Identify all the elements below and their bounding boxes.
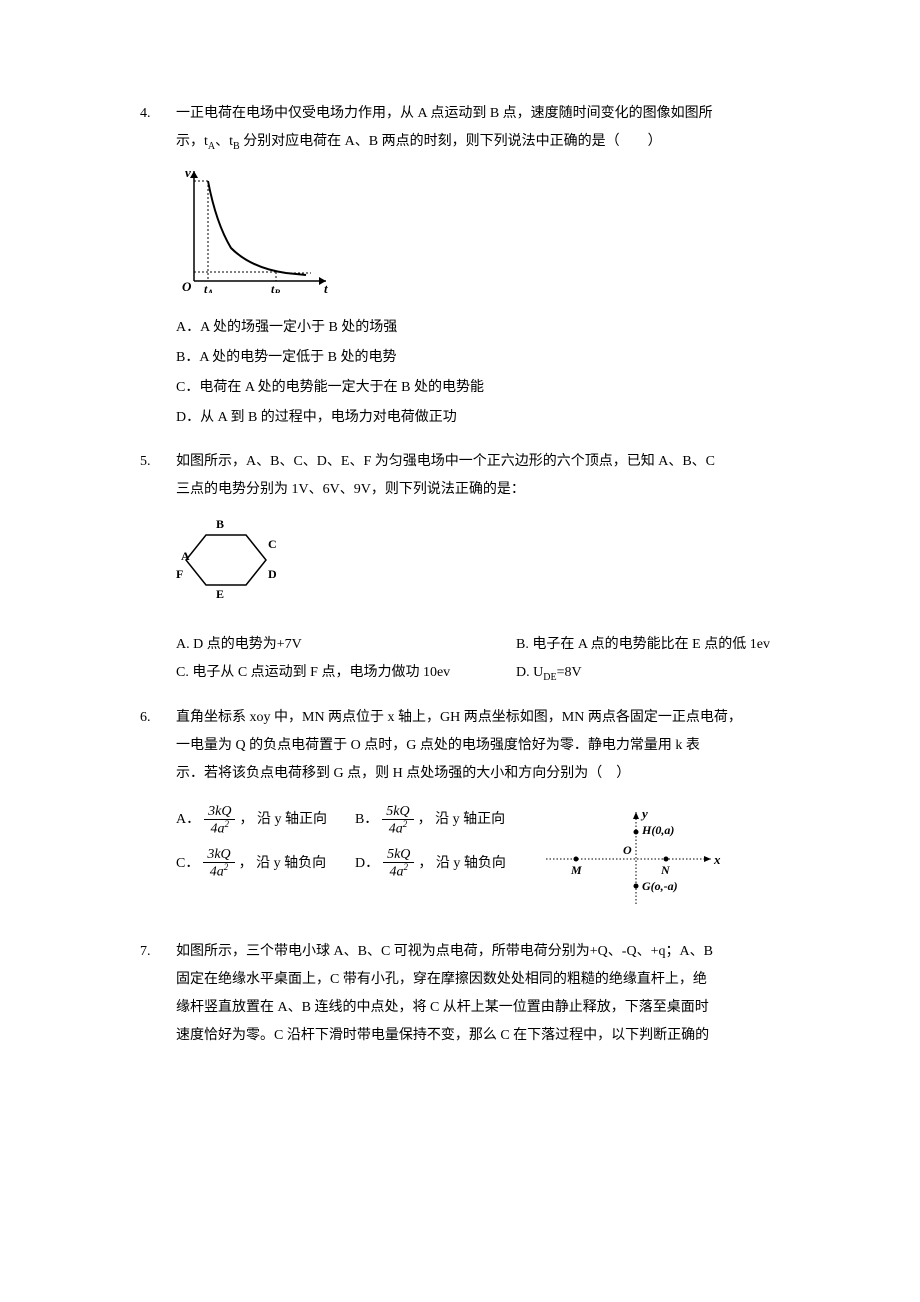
- q6-M: M: [570, 863, 582, 877]
- q5-option-a: A. D 点的电势为+7V: [176, 631, 476, 659]
- q4-y-axis: v: [185, 165, 191, 180]
- q5-option-b: B. 电子在 A 点的电势能比在 E 点的低 1ev: [516, 631, 770, 659]
- q4-option-a: A．A 处的场强一定小于 B 处的场强: [176, 314, 830, 342]
- q4-xBs: B: [273, 288, 280, 293]
- q7-text-1: 如图所示，三个带电小球 A、B、C 可视为点电荷，所带电荷分别为+Q、-Q、+q…: [176, 938, 830, 966]
- svg-text:tA: tA: [204, 282, 213, 293]
- hex-D: D: [268, 567, 277, 581]
- hex-A: A: [181, 549, 190, 563]
- q6-text-1: 直角坐标系 xoy 中，MN 两点位于 x 轴上，GH 两点坐标如图，MN 两点…: [176, 704, 830, 732]
- q4-option-d: D．从 A 到 B 的过程中，电场力对电荷做正功: [176, 404, 830, 432]
- q4-text-1: 一正电荷在电场中仅受电场力作用，从 A 点运动到 B 点，速度随时间变化的图像如…: [176, 100, 830, 128]
- q4-x-axis: t: [324, 281, 328, 293]
- q4-origin: O: [182, 279, 192, 293]
- q7-text-4: 速度恰好为零。C 沿杆下滑时带电量保持不变，那么 C 在下落过程中，以下判断正确…: [140, 1022, 830, 1050]
- q4-text-2b: 、t: [215, 134, 233, 149]
- q7-text-3: 缘杆竖直放置在 A、B 连线的中点处，将 C 从杆上某一位置由静止释放，下落至桌…: [140, 994, 830, 1022]
- q4-xAs: A: [206, 288, 213, 293]
- q5-number: 5.: [140, 448, 176, 476]
- q4-text-2c: 分别对应电荷在 A、B 两点的时刻，则下列说法中正确的是（ ）: [240, 134, 662, 149]
- q5-text-1: 如图所示，A、B、C、D、E、F 为匀强电场中一个正六边形的六个顶点，已知 A、…: [176, 448, 830, 476]
- q6-option-b: B． 5kQ4a2 ， 沿 y 轴正向: [355, 804, 506, 837]
- question-4: 4. 一正电荷在电场中仅受电场力作用，从 A 点运动到 B 点，速度随时间变化的…: [140, 100, 830, 432]
- svg-text:tB: tB: [271, 282, 280, 293]
- q5-option-d: D. UDE=8V: [516, 659, 582, 688]
- hex-C: C: [268, 537, 277, 551]
- q5-text-2: 三点的电势分别为 1V、6V、9V，则下列说法正确的是：: [140, 476, 830, 504]
- q6-option-a: A． 3kQ4a2 ， 沿 y 轴正向: [176, 804, 327, 837]
- q6-coord-diagram: x y M O N H(0,a) G(o,-a): [536, 804, 726, 914]
- question-7: 7. 如图所示，三个带电小球 A、B、C 可视为点电荷，所带电荷分别为+Q、-Q…: [140, 938, 830, 1050]
- q4-sub-b: B: [233, 141, 240, 152]
- q4-text-2a: 示，t: [176, 134, 208, 149]
- question-5: 5. 如图所示，A、B、C、D、E、F 为匀强电场中一个正六边形的六个顶点，已知…: [140, 448, 830, 688]
- q6-H: H(0,a): [641, 823, 674, 837]
- q6-option-d: D． 5kQ4a2 ， 沿 y 轴负向: [355, 847, 506, 880]
- q7-number: 7.: [140, 938, 176, 966]
- q6-text-3: 示．若将该负点电荷移到 G 点，则 H 点处场强的大小和方向分别为（ ）: [140, 760, 830, 788]
- q4-option-b: B．A 处的电势一定低于 B 处的电势: [176, 344, 830, 372]
- q6-O: O: [623, 843, 632, 857]
- q6-option-c: C． 3kQ4a2 ， 沿 y 轴负向: [176, 847, 327, 880]
- q4-vt-graph: O v t tA tB: [176, 163, 336, 293]
- q6-x: x: [713, 852, 721, 867]
- q4-number: 4.: [140, 100, 176, 128]
- q7-text-2: 固定在绝缘水平桌面上，C 带有小孔，穿在摩擦因数处处相同的粗糙的绝缘直杆上，绝: [140, 966, 830, 994]
- q6-G: G(o,-a): [642, 879, 678, 893]
- q5-hexagon-diagram: A B C D E F: [176, 510, 286, 610]
- q6-number: 6.: [140, 704, 176, 732]
- q5-option-c: C. 电子从 C 点运动到 F 点，电场力做功 10ev: [176, 659, 476, 688]
- q6-N: N: [660, 863, 671, 877]
- question-6: 6. 直角坐标系 xoy 中，MN 两点位于 x 轴上，GH 两点坐标如图，MN…: [140, 704, 830, 914]
- q6-text-2: 一电量为 Q 的负点电荷置于 O 点时，G 点处的电场强度恰好为零．静电力常量用…: [140, 732, 830, 760]
- hex-B: B: [216, 517, 224, 531]
- hex-F: F: [176, 567, 183, 581]
- hex-E: E: [216, 587, 224, 601]
- q4-option-c: C．电荷在 A 处的电势能一定大于在 B 处的电势能: [176, 374, 830, 402]
- q6-y: y: [640, 806, 648, 821]
